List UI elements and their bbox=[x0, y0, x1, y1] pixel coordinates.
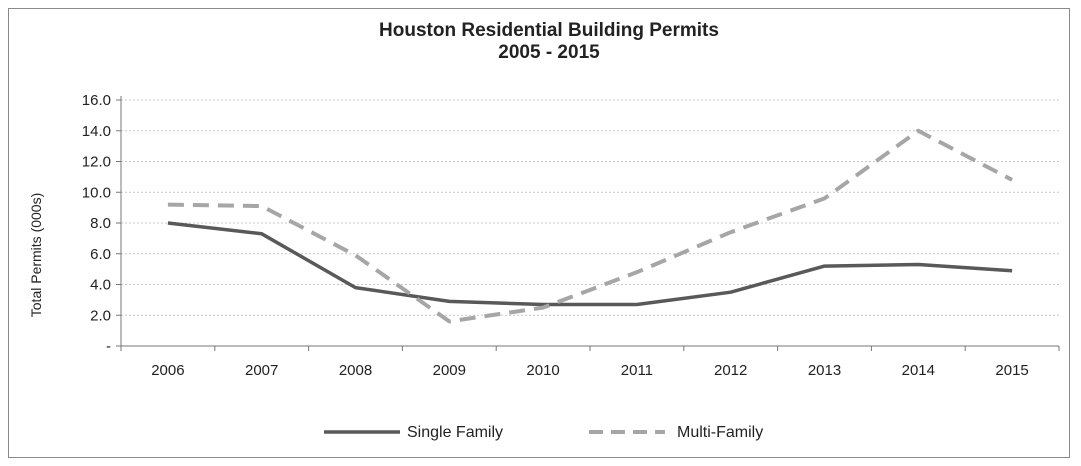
x-axis-ticks: 2006 2007 2008 2009 2010 2011 2012 2013 2014 2015 bbox=[120, 346, 1060, 379]
x-tick-label: 2010 bbox=[526, 362, 559, 379]
line-chart: Houston Residential Building Permits 200… bbox=[28, 20, 1060, 441]
y-axis-ticks: - 2.0 4.0 6.0 8.0 10.0 12.0 14.0 16.0 bbox=[82, 92, 121, 355]
x-tick-label: 2011 bbox=[621, 362, 653, 379]
x-tick-label: 2007 bbox=[245, 362, 278, 379]
x-tick-label: 2014 bbox=[902, 362, 935, 379]
chart-title: Houston Residential Building Permits bbox=[379, 20, 719, 41]
x-tick-label: 2012 bbox=[714, 362, 747, 379]
y-tick-label: 16.0 bbox=[82, 92, 111, 109]
chart-frame: Houston Residential Building Permits 200… bbox=[8, 8, 1070, 458]
series-line-single-family bbox=[167, 221, 1013, 307]
y-tick-label: - bbox=[106, 338, 111, 355]
y-tick-label: 8.0 bbox=[90, 215, 111, 232]
y-tick-label: 10.0 bbox=[82, 184, 111, 201]
x-tick-label: 2008 bbox=[339, 362, 372, 379]
legend-label-multi-family: Multi-Family bbox=[677, 424, 763, 441]
x-tick-label: 2013 bbox=[808, 362, 841, 379]
y-tick-label: 2.0 bbox=[90, 307, 111, 324]
y-tick-label: 12.0 bbox=[82, 154, 111, 171]
series-lines bbox=[167, 128, 1014, 324]
y-tick-label: 14.0 bbox=[82, 123, 111, 140]
legend: Single Family Multi-Family bbox=[324, 424, 763, 441]
series-line-multi-family bbox=[167, 128, 1014, 324]
x-tick-label: 2006 bbox=[151, 362, 184, 379]
chart-subtitle: 2005 - 2015 bbox=[498, 42, 600, 63]
axes bbox=[120, 96, 1059, 347]
y-tick-label: 6.0 bbox=[90, 246, 111, 263]
y-tick-label: 4.0 bbox=[90, 277, 111, 294]
legend-label-single-family: Single Family bbox=[407, 424, 503, 441]
x-tick-label: 2009 bbox=[433, 362, 466, 379]
y-axis-label: Total Permits (000s) bbox=[28, 193, 44, 317]
x-tick-label: 2015 bbox=[995, 362, 1028, 379]
gridlines bbox=[121, 99, 1059, 316]
